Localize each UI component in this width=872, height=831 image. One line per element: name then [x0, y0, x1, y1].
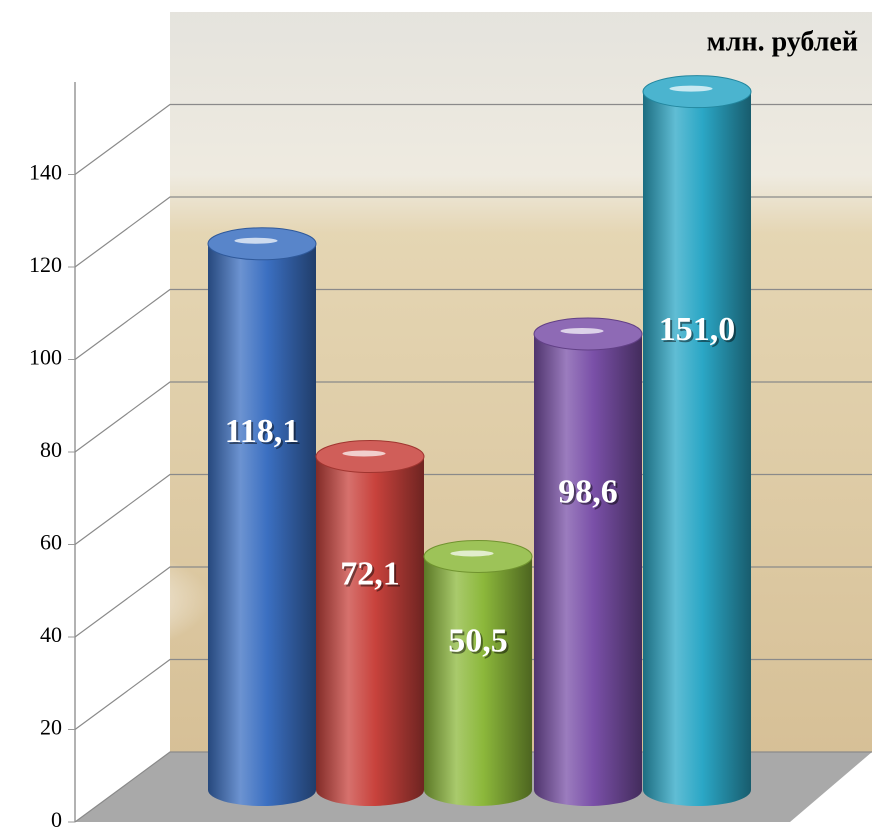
y-tick-label: 0: [51, 807, 62, 831]
value-label-shadow: 118,1: [227, 415, 302, 452]
value-label: 72,1: [340, 555, 400, 592]
unit-label: млн. рублей: [707, 26, 858, 57]
y-tick-label: 100: [29, 345, 62, 370]
value-label-shadow: 72,1: [342, 557, 402, 594]
bar-top: [423, 539, 533, 573]
bar-highlight: [669, 85, 713, 92]
bar-highlight: [450, 550, 494, 557]
y-tick-label: 80: [40, 437, 62, 462]
bar: [316, 456, 424, 806]
y-tick-label: 20: [40, 715, 62, 740]
grid-line: [74, 103, 872, 175]
y-tick-label: 40: [40, 622, 62, 647]
bar: [643, 91, 751, 806]
y-tick-label: 120: [29, 252, 62, 277]
bar: [424, 556, 532, 806]
bar-top: [315, 440, 425, 474]
value-label: 118,1: [225, 413, 300, 450]
value-label: 98,6: [558, 473, 618, 510]
bar-top: [533, 317, 643, 351]
bar-top: [207, 227, 317, 261]
value-label-shadow: 151,0: [661, 313, 738, 350]
bar-highlight: [342, 450, 386, 457]
y-tick-label: 60: [40, 530, 62, 555]
bar: [208, 243, 316, 807]
value-label: 50,5: [448, 622, 508, 659]
bar: [534, 333, 642, 806]
grid-line: [74, 288, 872, 360]
glow: [0, 545, 210, 655]
grid-line: [74, 196, 872, 268]
bar-highlight: [234, 237, 278, 244]
value-label-shadow: 50,5: [450, 624, 510, 661]
bar-top: [642, 75, 752, 109]
bars: 118,1118,172,172,150,550,598,698,6151,01…: [207, 75, 752, 807]
value-label-shadow: 98,6: [560, 475, 620, 512]
y-tick-label: 140: [29, 160, 62, 185]
bar-highlight: [560, 327, 604, 334]
value-label: 151,0: [659, 311, 736, 348]
